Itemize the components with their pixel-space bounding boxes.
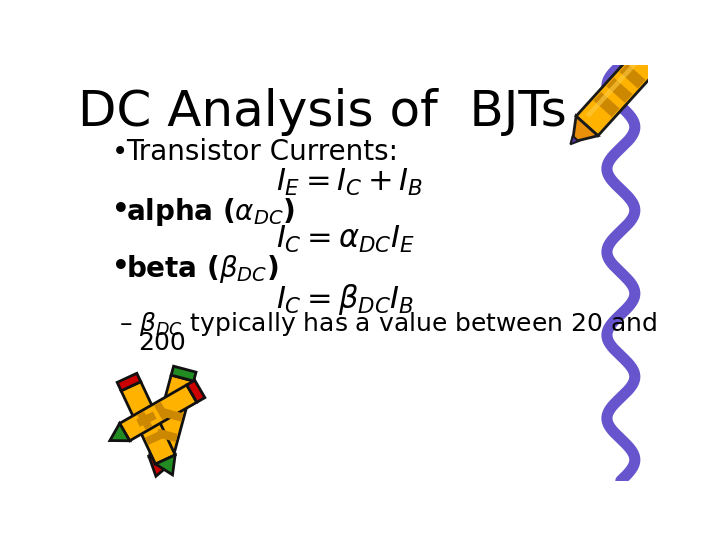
Text: DC Analysis of  BJTs: DC Analysis of BJTs <box>78 88 567 136</box>
Polygon shape <box>171 366 196 381</box>
Polygon shape <box>576 42 665 136</box>
Polygon shape <box>120 385 197 441</box>
Polygon shape <box>156 429 178 442</box>
Polygon shape <box>606 78 633 103</box>
Polygon shape <box>121 382 175 464</box>
Polygon shape <box>149 457 171 476</box>
Text: 200: 200 <box>138 331 186 355</box>
Text: Transistor Currents:: Transistor Currents: <box>126 138 397 166</box>
Text: •: • <box>112 195 130 224</box>
Polygon shape <box>117 373 141 391</box>
Text: – $\beta_{DC}$ typically has a value between 20 and: – $\beta_{DC}$ typically has a value bet… <box>120 309 657 338</box>
Polygon shape <box>145 430 165 445</box>
Polygon shape <box>572 116 598 142</box>
Text: beta ($\beta_{DC}$): beta ($\beta_{DC}$) <box>126 253 278 286</box>
Polygon shape <box>570 136 578 144</box>
Text: •: • <box>112 253 130 281</box>
Text: $I_C = \alpha_{DC}I_E$: $I_C = \alpha_{DC}I_E$ <box>276 224 415 255</box>
Polygon shape <box>154 402 169 420</box>
Polygon shape <box>619 63 646 89</box>
Text: •: • <box>112 138 128 166</box>
Polygon shape <box>593 92 620 117</box>
Text: $I_C = \beta_{DC}I_B$: $I_C = \beta_{DC}I_B$ <box>276 282 414 317</box>
Text: alpha ($\alpha_{DC}$): alpha ($\alpha_{DC}$) <box>126 195 294 228</box>
Polygon shape <box>644 34 672 62</box>
Text: $I_E = I_C + I_B$: $I_E = I_C + I_B$ <box>276 166 423 198</box>
Polygon shape <box>136 411 156 427</box>
Polygon shape <box>156 455 175 475</box>
Polygon shape <box>110 423 130 441</box>
Polygon shape <box>162 408 184 422</box>
Polygon shape <box>586 49 649 118</box>
Polygon shape <box>149 375 194 463</box>
Polygon shape <box>137 411 153 430</box>
Polygon shape <box>186 380 205 402</box>
